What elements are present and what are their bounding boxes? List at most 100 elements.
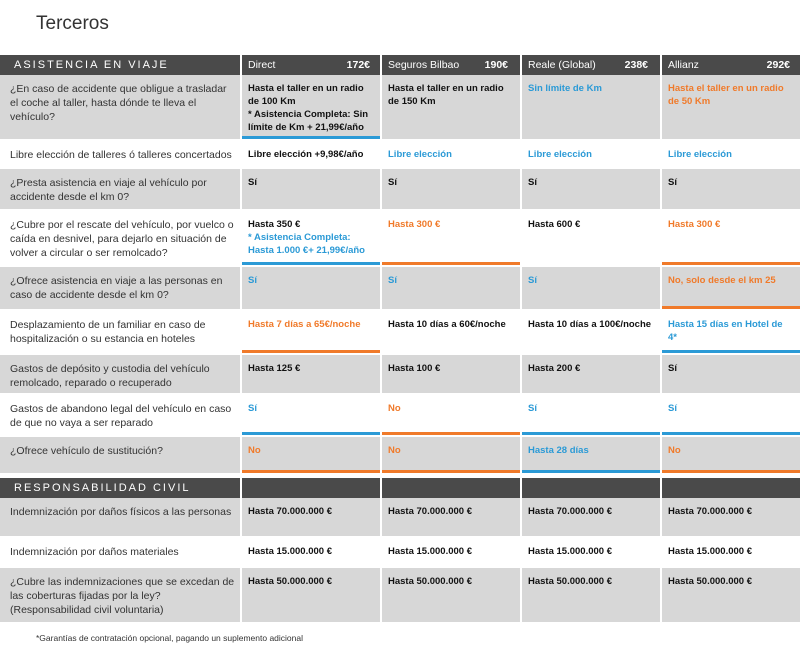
cell-underline-orange xyxy=(242,350,380,353)
cell-value: Sí xyxy=(668,363,677,374)
cell-value: Hasta 15.000.000 € xyxy=(668,546,752,557)
cell-underline-orange xyxy=(382,432,520,435)
page-title: Terceros xyxy=(36,13,109,34)
row-question: Gastos de depósito y custodia del vehícu… xyxy=(10,363,210,389)
table-row: ¿Ofrece vehículo de sustitución? No No Hast… xyxy=(0,437,800,473)
table-row: Libre elección de talleres ó talleres co… xyxy=(0,141,800,167)
cell-value: Sí xyxy=(248,275,257,286)
cell-value: No, solo desde el km 25 xyxy=(668,275,776,286)
footnote: *Garantías de contratación opcional, pag… xyxy=(36,633,303,643)
cell-bilbao: Hasta 100 € xyxy=(388,362,512,375)
cell-underline-orange xyxy=(242,470,380,473)
cell-reale: Hasta 50.000.000 € xyxy=(528,575,652,588)
cell-allianz: Hasta 70.000.000 € xyxy=(668,505,792,518)
cell-value: Libre elección xyxy=(528,149,592,160)
cell-value: Hasta 200 € xyxy=(528,363,581,374)
cell-bilbao: No xyxy=(388,402,512,415)
cell-allianz: Sí xyxy=(668,176,792,189)
cell-value: Hasta 300 € xyxy=(388,219,441,230)
cell-direct: Hasta 70.000.000 € xyxy=(248,505,372,518)
cell-direct: Hasta 7 días a 65€/noche xyxy=(248,318,372,331)
cell-value: Hasta 70.000.000 € xyxy=(248,506,332,517)
cell-underline-orange xyxy=(382,470,520,473)
row-question: Gastos de abandono legal del vehículo en… xyxy=(10,403,232,429)
cell-value: Sin límite de Km xyxy=(528,83,602,94)
table-row: Desplazamiento de un familiar en caso de… xyxy=(0,311,800,353)
cell-direct: Hasta 350 € * Asistencia Completa: Hasta … xyxy=(248,218,372,257)
cell-value: Hasta 50.000.000 € xyxy=(388,576,472,587)
cell-value: Libre elección xyxy=(388,149,452,160)
row-question: ¿Ofrece asistencia en viaje a las person… xyxy=(10,275,223,301)
section-band-asistencia: ASISTENCIA EN VIAJE Direct 172€ Seguros … xyxy=(0,55,800,75)
cell-direct: Hasta 50.000.000 € xyxy=(248,575,372,588)
cell-reale: Hasta 70.000.000 € xyxy=(528,505,652,518)
cell-allianz: Hasta 50.000.000 € xyxy=(668,575,792,588)
cell-underline-blue xyxy=(242,432,380,435)
row-question: ¿Cubre las indemnizaciones que se exceda… xyxy=(10,576,235,616)
row-question: Libre elección de talleres ó talleres co… xyxy=(10,149,232,161)
cell-bilbao: Libre elección xyxy=(388,148,512,161)
row-question: Indemnización por daños físicos a las pe… xyxy=(10,506,232,518)
insurer-price-allianz: 292€ xyxy=(766,59,790,71)
cell-reale: Hasta 600 € xyxy=(528,218,652,231)
table-row: Indemnización por daños físicos a las pe… xyxy=(0,498,800,536)
insurer-price-direct: 172€ xyxy=(346,59,370,71)
row-question: Desplazamiento de un familiar en caso de… xyxy=(10,319,206,345)
cell-direct: Sí xyxy=(248,176,372,189)
cell-allianz: Hasta 300 € xyxy=(668,218,792,231)
cell-underline-blue xyxy=(522,470,660,473)
cell-value: Hasta 70.000.000 € xyxy=(668,506,752,517)
cell-underline-orange xyxy=(662,470,800,473)
cell-value: Sí xyxy=(388,275,397,286)
cell-value: Hasta 50.000.000 € xyxy=(668,576,752,587)
cell-underline-orange xyxy=(382,262,520,265)
insurer-name-reale: Reale (Global) xyxy=(528,59,596,71)
cell-value: Hasta 70.000.000 € xyxy=(528,506,612,517)
cell-allianz: No xyxy=(668,444,792,457)
cell-value: Libre elección xyxy=(668,149,732,160)
cell-direct: Hasta 15.000.000 € xyxy=(248,545,372,558)
table-row: ¿En caso de accidente que obligue a tras… xyxy=(0,75,800,139)
cell-reale: Hasta 15.000.000 € xyxy=(528,545,652,558)
cell-allianz: Hasta 15 días en Hotel de 4* xyxy=(668,318,792,344)
cell-direct: No xyxy=(248,444,372,457)
table-row: Gastos de abandono legal del vehículo en… xyxy=(0,395,800,435)
cell-underline-blue xyxy=(522,432,660,435)
cell-value: Sí xyxy=(668,403,677,414)
cell-direct: Hasta 125 € xyxy=(248,362,372,375)
cell-value: Hasta 100 € xyxy=(388,363,441,374)
cell-value: Hasta 15.000.000 € xyxy=(388,546,472,557)
cell-allianz: No, solo desde el km 25 xyxy=(668,274,792,287)
cell-value: Libre elección +9,98€/año xyxy=(248,149,364,160)
cell-bilbao: Sí xyxy=(388,176,512,189)
cell-value: Hasta el taller en un radio de 50 Km xyxy=(668,83,784,107)
cell-value: Hasta el taller en un radio de 100 Km xyxy=(248,83,364,107)
cell-reale: Hasta 28 días xyxy=(528,444,652,457)
cell-underline-blue xyxy=(662,350,800,353)
cell-underline-orange xyxy=(662,306,800,309)
cell-value: Sí xyxy=(388,177,397,188)
cell-bilbao: Hasta 50.000.000 € xyxy=(388,575,512,588)
cell-value: Hasta 10 días a 100€/noche xyxy=(528,319,652,330)
cell-reale: Hasta 200 € xyxy=(528,362,652,375)
cell-value: Hasta 7 días a 65€/noche xyxy=(248,319,361,330)
cell-direct: Sí xyxy=(248,402,372,415)
insurer-name-bilbao: Seguros Bilbao xyxy=(388,59,460,71)
section-title: RESPONSABILIDAD CIVIL xyxy=(14,482,191,494)
row-question: ¿Ofrece vehículo de sustitución? xyxy=(10,445,163,457)
cell-value: Hasta 350 € xyxy=(248,219,301,230)
cell-value: Hasta 300 € xyxy=(668,219,721,230)
cell-bilbao: Hasta 15.000.000 € xyxy=(388,545,512,558)
cell-direct: Hasta el taller en un radio de 100 Km * A… xyxy=(248,82,372,134)
section-band-responsabilidad: RESPONSABILIDAD CIVIL xyxy=(0,478,800,498)
cell-allianz: Sí xyxy=(668,362,792,375)
cell-value: Hasta 28 días xyxy=(528,445,589,456)
cell-value: Sí xyxy=(528,177,537,188)
cell-value: Hasta el taller en un radio de 150 Km xyxy=(388,83,504,107)
cell-bilbao: No xyxy=(388,444,512,457)
cell-value: Hasta 50.000.000 € xyxy=(248,576,332,587)
cell-underline-blue xyxy=(662,432,800,435)
cell-direct: Sí xyxy=(248,274,372,287)
cell-value: Sí xyxy=(528,403,537,414)
cell-underline-blue xyxy=(242,136,380,139)
